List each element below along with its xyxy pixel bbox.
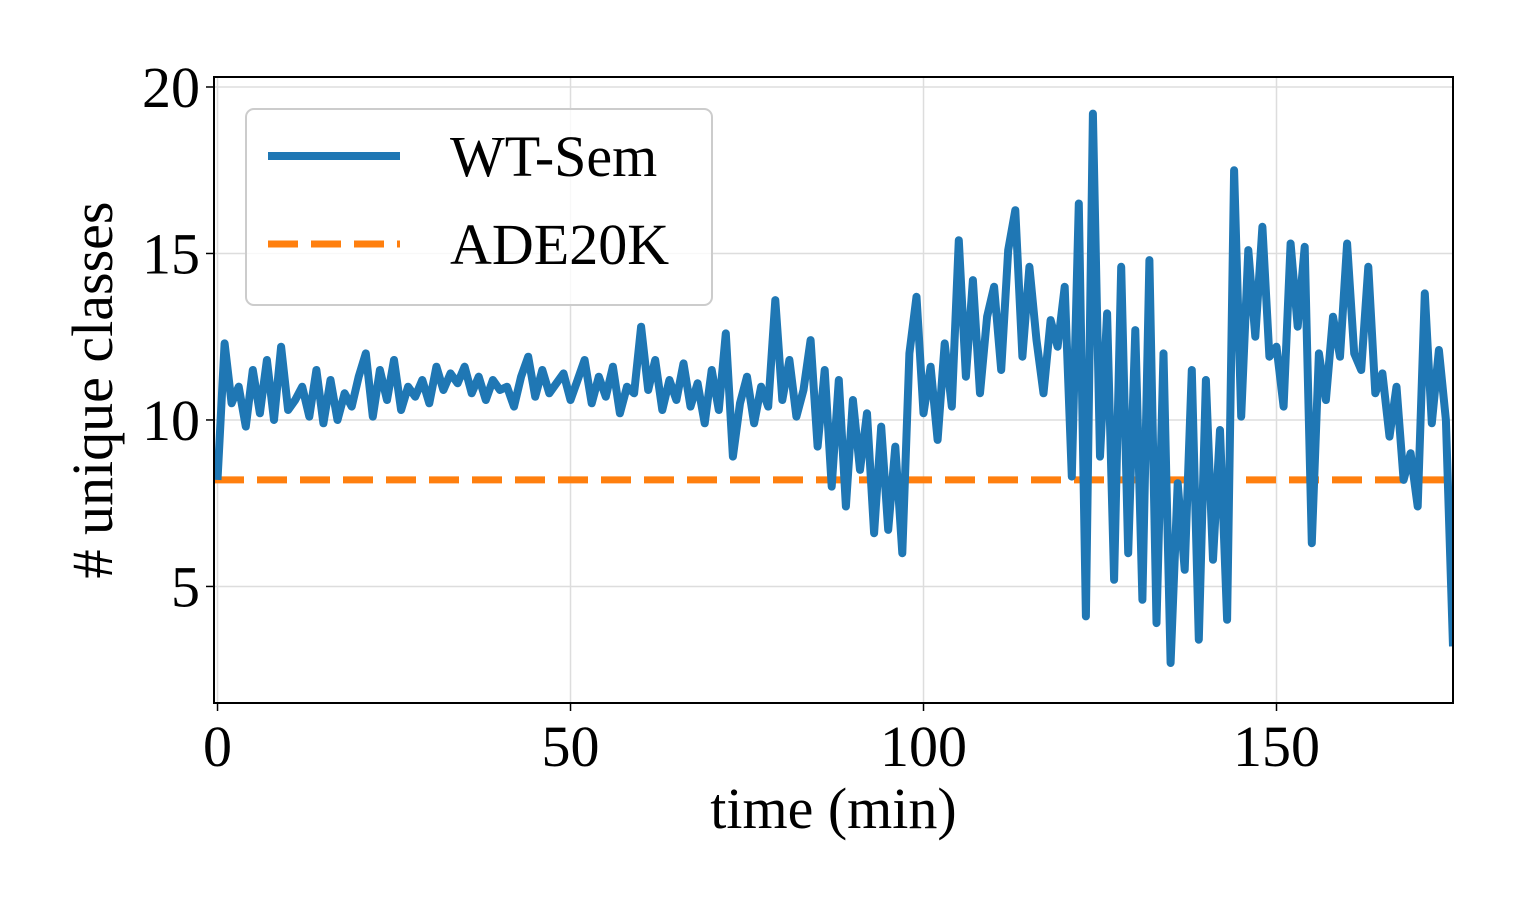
- legend-label-ade20k: ADE20K: [450, 212, 669, 277]
- y-tick-label: 20: [142, 55, 200, 120]
- x-tick-label: 150: [1233, 714, 1320, 779]
- x-axis-label: time (min): [710, 776, 956, 841]
- plot-area: [214, 109, 1453, 667]
- legend: WT-Sem ADE20K: [245, 108, 713, 306]
- plot-frame: [213, 76, 1454, 704]
- legend-label-wt-sem: WT-Sem: [450, 124, 657, 189]
- x-tick-label: 100: [880, 714, 967, 779]
- x-tick-label: 0: [203, 714, 232, 779]
- axis-ticks: 0 50 100 150 5 10 15 20: [142, 55, 1320, 779]
- series-line-wt-sem: [214, 109, 1453, 667]
- y-axis-label: # unique classes: [60, 202, 125, 579]
- y-tick-label: 15: [142, 221, 200, 286]
- x-tick-label: 50: [542, 714, 600, 779]
- y-tick-label: 10: [142, 388, 200, 453]
- y-tick-label: 5: [171, 554, 200, 619]
